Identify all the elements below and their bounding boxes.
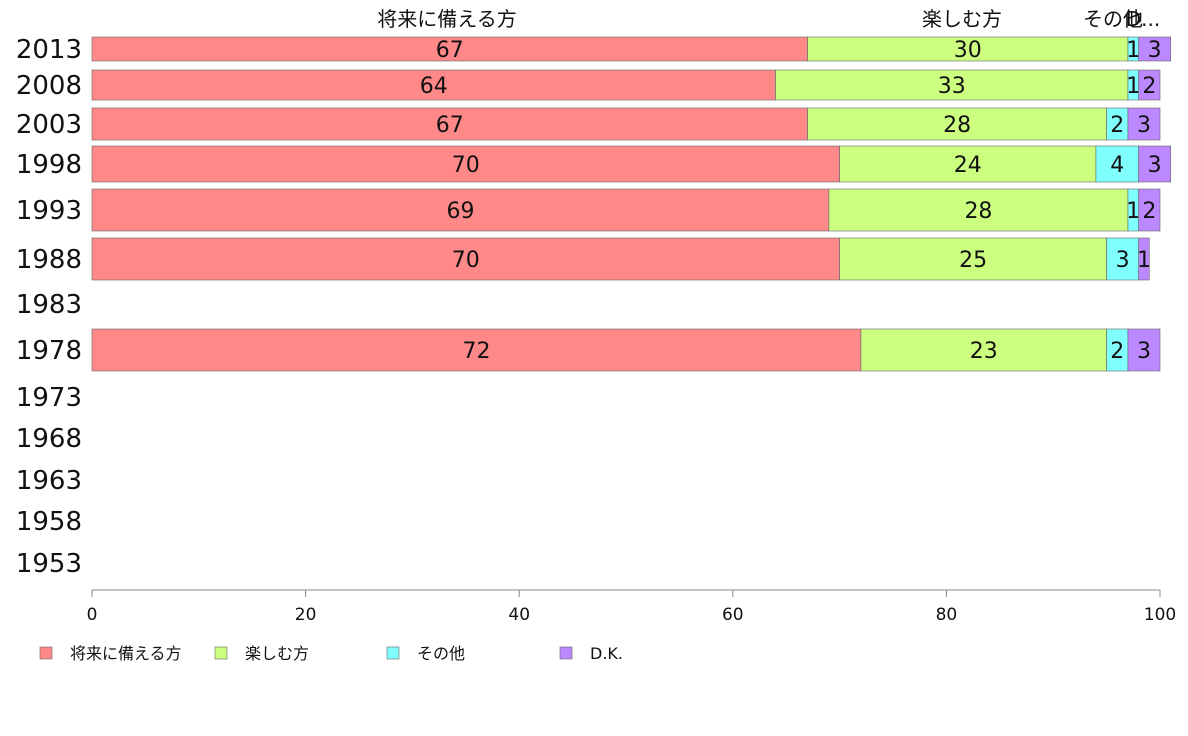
data-label: 2 bbox=[1110, 113, 1124, 138]
data-label: 2 bbox=[1110, 339, 1124, 364]
y-axis-labels: 2013 2008 2003 1998 1993 1988 1983 1978 1973 1968… bbox=[16, 35, 82, 579]
data-label: 72 bbox=[462, 339, 490, 364]
y-tick-label: 1968 bbox=[16, 424, 82, 454]
bar-segment bbox=[1127, 328, 1161, 372]
legend-label: 将来に備える方 bbox=[70, 644, 182, 663]
data-label: 4 bbox=[1110, 153, 1124, 178]
x-tick-label: 0 bbox=[87, 605, 98, 625]
column-label-enjoy: 楽しむ方 bbox=[922, 7, 1002, 31]
data-label: 3 bbox=[1116, 248, 1130, 273]
bar-segment bbox=[839, 237, 1107, 281]
data-label: 30 bbox=[954, 38, 982, 63]
legend-label: 楽しむ方 bbox=[245, 644, 309, 663]
bar-segment bbox=[91, 188, 830, 232]
data-label: 3 bbox=[1148, 153, 1162, 178]
bar-segment bbox=[1138, 237, 1150, 281]
y-tick-label: 2008 bbox=[16, 71, 82, 101]
data-label: 2 bbox=[1142, 74, 1156, 99]
y-tick-label: 1988 bbox=[16, 245, 82, 275]
data-label: 23 bbox=[970, 339, 998, 364]
y-tick-label: 1963 bbox=[16, 466, 82, 496]
legend-swatch bbox=[39, 646, 53, 660]
data-label: 1 bbox=[1126, 38, 1140, 63]
y-tick-label: 1973 bbox=[16, 383, 82, 413]
bar-segment bbox=[807, 36, 1129, 62]
column-label-save: 将来に備える方 bbox=[377, 7, 516, 31]
data-label: 69 bbox=[446, 199, 474, 224]
legend-swatch bbox=[386, 646, 400, 660]
data-label: 70 bbox=[452, 248, 480, 273]
y-tick-label: 2013 bbox=[16, 35, 82, 65]
data-label: 67 bbox=[436, 113, 464, 138]
bar-segment bbox=[1138, 36, 1171, 62]
bar-segment bbox=[91, 328, 862, 372]
data-label: 2 bbox=[1142, 199, 1156, 224]
x-tick-label: 20 bbox=[295, 605, 317, 625]
bar-segment bbox=[91, 36, 808, 62]
y-tick-label: 1993 bbox=[16, 196, 82, 226]
y-tick-label: 1983 bbox=[16, 290, 82, 320]
legend-label: その他 bbox=[417, 644, 465, 663]
data-label: 67 bbox=[436, 38, 464, 63]
data-label: 3 bbox=[1137, 339, 1151, 364]
bar-segment bbox=[1138, 145, 1171, 183]
x-axis: 0 20 40 60 80 100 bbox=[87, 589, 1176, 625]
data-label: 1 bbox=[1126, 199, 1140, 224]
y-tick-label: 2003 bbox=[16, 110, 82, 140]
bar-segment bbox=[91, 107, 808, 141]
data-label: 1 bbox=[1126, 74, 1140, 99]
data-label: 64 bbox=[420, 74, 448, 99]
bar-segment bbox=[1138, 188, 1161, 232]
bar-segment bbox=[839, 145, 1097, 183]
legend-swatch bbox=[559, 646, 573, 660]
data-label: 1 bbox=[1137, 248, 1151, 273]
data-label: 28 bbox=[964, 199, 992, 224]
bar-segment bbox=[1127, 107, 1161, 141]
bars: 67 30 1 364 33 1 267 28 2 370 24 4 369 28 1 270 25 3 172 23… bbox=[91, 36, 1171, 372]
legend-label: D.K. bbox=[590, 644, 623, 663]
x-tick-label: 80 bbox=[936, 605, 958, 625]
bar-segment bbox=[91, 237, 840, 281]
x-tick-label: 60 bbox=[722, 605, 744, 625]
y-tick-label: 1958 bbox=[16, 507, 82, 537]
data-label: 25 bbox=[959, 248, 987, 273]
y-tick-label: 1978 bbox=[16, 336, 82, 366]
data-label: 3 bbox=[1137, 113, 1151, 138]
bar-segment bbox=[828, 188, 1129, 232]
bar-segment bbox=[1106, 237, 1139, 281]
data-label: 33 bbox=[938, 74, 966, 99]
column-label-dk: D... bbox=[1126, 7, 1160, 31]
data-label: 3 bbox=[1148, 38, 1162, 63]
column-labels: 将来に備える方 楽しむ方 その他 D... bbox=[377, 7, 1160, 31]
bar-segment bbox=[91, 69, 776, 101]
bar-segment bbox=[775, 69, 1129, 101]
y-tick-label: 1953 bbox=[16, 549, 82, 579]
bar-segment bbox=[1138, 69, 1161, 101]
x-tick-label: 100 bbox=[1144, 605, 1176, 625]
legend: 将来に備える方 楽しむ方 その他 D.K. bbox=[39, 644, 623, 663]
data-label: 70 bbox=[452, 153, 480, 178]
legend-swatch bbox=[214, 646, 228, 660]
bar-segment bbox=[860, 328, 1107, 372]
x-tick-label: 40 bbox=[508, 605, 530, 625]
data-label: 28 bbox=[943, 113, 971, 138]
y-tick-label: 1998 bbox=[16, 150, 82, 180]
bar-segment bbox=[1095, 145, 1139, 183]
data-label: 24 bbox=[954, 153, 982, 178]
column-label-other: その他 bbox=[1083, 7, 1143, 31]
